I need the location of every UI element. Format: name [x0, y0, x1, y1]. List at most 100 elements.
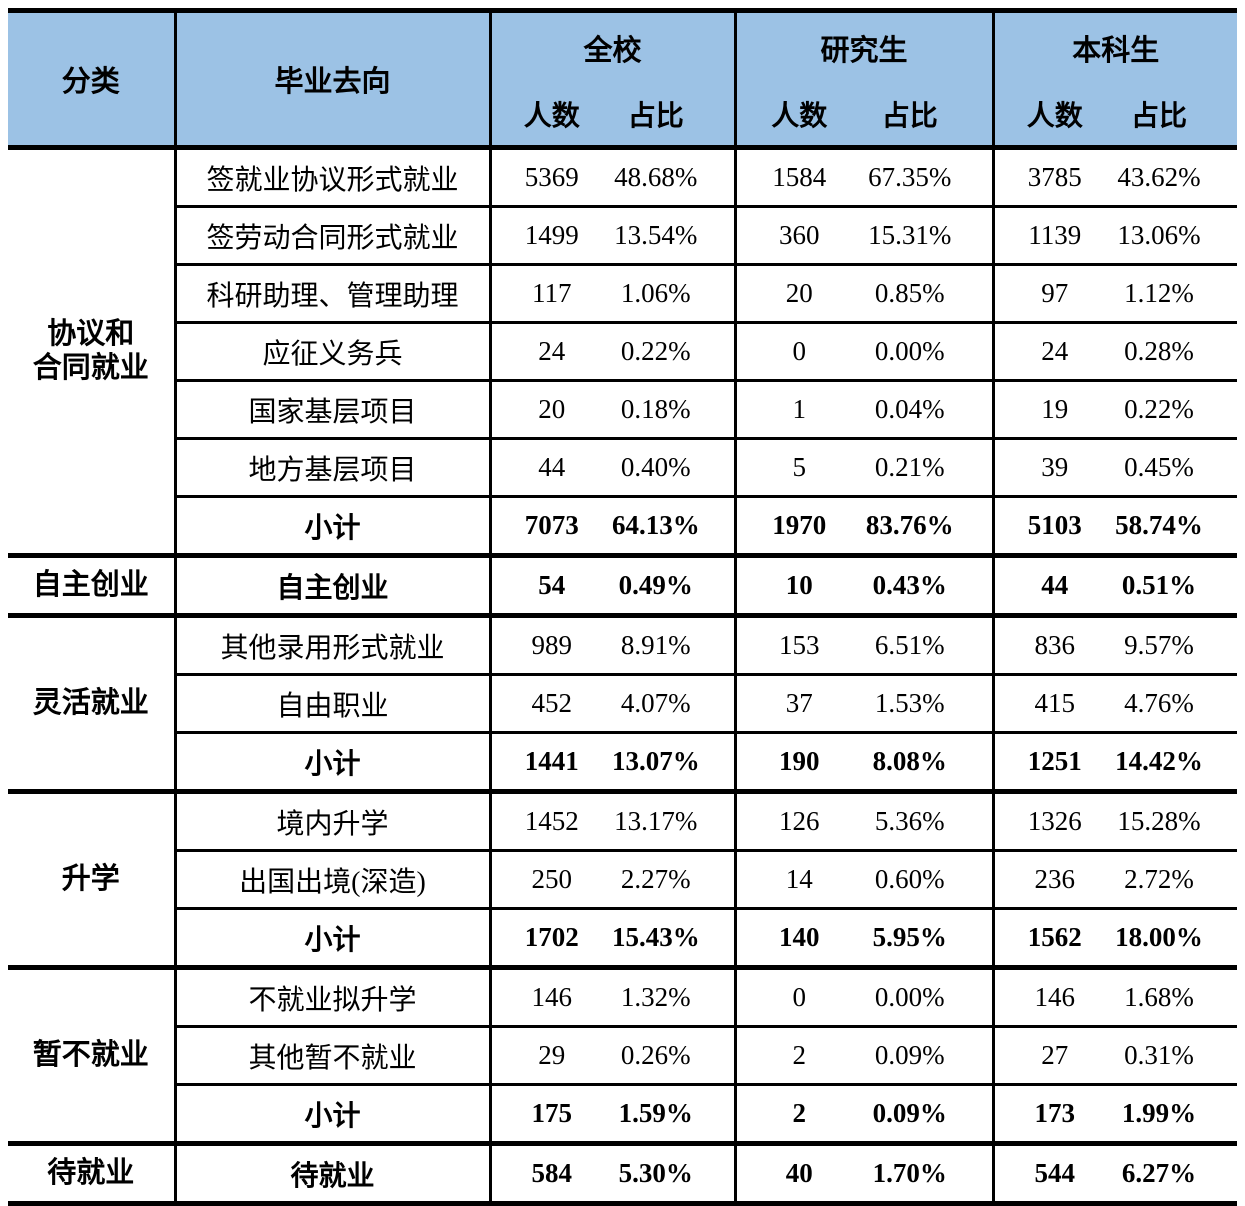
ratio-cell: 1.32%: [612, 967, 736, 1028]
count-cell: 1970: [733, 496, 863, 558]
table-row: 待就业 待就业 584 5.30% 40 1.70% 544 6.27%: [8, 1143, 1238, 1206]
ratio-cell: 5.36%: [862, 791, 994, 852]
table-row: 灵活就业 其他录用形式就业 989 8.91% 153 6.51% 836 9.57%: [8, 615, 1238, 794]
table-row: 小计 175 1.59% 2 0.09% 173 1.99%: [8, 1084, 1238, 1146]
destination-cell: 出国出境(深造): [173, 850, 490, 910]
ratio-cell: 0.09%: [862, 1084, 994, 1146]
destination-cell: 待就业: [173, 1143, 490, 1206]
destination-cell: 国家基层项目: [173, 380, 490, 440]
count-cell: 360: [733, 206, 863, 266]
count-cell: 14: [733, 850, 863, 910]
ratio-cell: 2.72%: [1115, 850, 1238, 910]
ratio-cell: 15.43%: [612, 908, 736, 970]
ratio-cell: 67.35%: [862, 147, 994, 208]
count-cell: 7073: [488, 496, 612, 558]
destination-cell: 小计: [173, 908, 490, 970]
ratio-cell: 13.07%: [612, 732, 736, 794]
count-cell: 175: [488, 1084, 612, 1146]
table-row: 小计 1702 15.43% 140 5.95% 1562 18.00%: [8, 908, 1238, 970]
count-cell: 97: [991, 264, 1116, 324]
destination-cell: 小计: [173, 732, 490, 794]
ratio-cell: 13.17%: [612, 791, 736, 852]
ratio-cell: 83.76%: [862, 496, 994, 558]
ratio-cell: 13.06%: [1115, 206, 1238, 266]
table-row: 签劳动合同形式就业 1499 13.54% 360 15.31% 1139 13.06%: [8, 206, 1238, 266]
destination-cell: 自主创业: [173, 555, 490, 618]
count-cell: 1139: [991, 206, 1116, 266]
count-cell: 44: [991, 555, 1116, 618]
ratio-cell: 0.28%: [1115, 322, 1238, 382]
destination-cell: 小计: [173, 1084, 490, 1146]
count-cell: 126: [733, 791, 863, 852]
count-cell: 54: [488, 555, 612, 618]
ratio-cell: 0.26%: [612, 1026, 736, 1086]
table-header: 分类 毕业去向 全校 研究生 本科生 人数 占比 人数 占比 人数 占比: [8, 10, 1238, 150]
ratio-cell: 15.28%: [1115, 791, 1238, 852]
destination-cell: 签劳动合同形式就业: [173, 206, 490, 266]
category-cell: 待就业: [8, 1143, 175, 1206]
count-cell: 2: [733, 1026, 863, 1086]
destination-cell: 其他暂不就业: [173, 1026, 490, 1086]
table-row: 自主创业 自主创业 54 0.49% 10 0.43% 44 0.51%: [8, 555, 1238, 618]
destination-cell: 地方基层项目: [173, 438, 490, 498]
header-row-measures: 人数 占比 人数 占比 人数 占比: [8, 83, 1238, 150]
count-cell: 24: [488, 322, 612, 382]
header-graduate-count: 人数: [733, 83, 863, 150]
header-row-groups: 分类 毕业去向 全校 研究生 本科生: [8, 10, 1238, 150]
ratio-cell: 4.76%: [1115, 674, 1238, 734]
table-row: 升学 境内升学 1452 13.17% 126 5.36% 1326 15.28%: [8, 791, 1238, 970]
ratio-cell: 4.07%: [612, 674, 736, 734]
ratio-cell: 9.57%: [1115, 615, 1238, 676]
ratio-cell: 2.27%: [612, 850, 736, 910]
ratio-cell: 15.31%: [862, 206, 994, 266]
count-cell: 0: [733, 322, 863, 382]
count-cell: 173: [991, 1084, 1116, 1146]
count-cell: 1499: [488, 206, 612, 266]
ratio-cell: 64.13%: [612, 496, 736, 558]
destination-cell: 签就业协议形式就业: [173, 147, 490, 208]
count-cell: 39: [991, 438, 1116, 498]
count-cell: 584: [488, 1143, 612, 1206]
category-cell: 灵活就业: [8, 615, 175, 794]
category-cell: 暂不就业: [8, 967, 175, 1146]
count-cell: 250: [488, 850, 612, 910]
count-cell: 146: [991, 967, 1116, 1028]
ratio-cell: 0.49%: [612, 555, 736, 618]
count-cell: 24: [991, 322, 1116, 382]
ratio-cell: 0.00%: [862, 322, 994, 382]
ratio-cell: 0.31%: [1115, 1026, 1238, 1086]
ratio-cell: 1.53%: [862, 674, 994, 734]
category-cell: 协议和 合同就业: [8, 147, 175, 558]
count-cell: 1251: [991, 732, 1116, 794]
count-cell: 19: [991, 380, 1116, 440]
ratio-cell: 58.74%: [1115, 496, 1238, 558]
ratio-cell: 0.45%: [1115, 438, 1238, 498]
count-cell: 1584: [733, 147, 863, 208]
ratio-cell: 43.62%: [1115, 147, 1238, 208]
count-cell: 1441: [488, 732, 612, 794]
count-cell: 1326: [991, 791, 1116, 852]
count-cell: 153: [733, 615, 863, 676]
ratio-cell: 1.68%: [1115, 967, 1238, 1028]
count-cell: 1: [733, 380, 863, 440]
ratio-cell: 18.00%: [1115, 908, 1238, 970]
ratio-cell: 0.00%: [862, 967, 994, 1028]
header-category: 分类: [8, 10, 175, 150]
header-destination: 毕业去向: [173, 10, 490, 150]
ratio-cell: 1.99%: [1115, 1084, 1238, 1146]
table-row: 应征义务兵 24 0.22% 0 0.00% 24 0.28%: [8, 322, 1238, 382]
count-cell: 836: [991, 615, 1116, 676]
ratio-cell: 0.18%: [612, 380, 736, 440]
count-cell: 37: [733, 674, 863, 734]
ratio-cell: 0.04%: [862, 380, 994, 440]
ratio-cell: 0.09%: [862, 1026, 994, 1086]
document-page: 分类 毕业去向 全校 研究生 本科生 人数 占比 人数 占比 人数 占比 协议和…: [8, 8, 1238, 1206]
count-cell: 5103: [991, 496, 1116, 558]
ratio-cell: 48.68%: [612, 147, 736, 208]
destination-cell: 科研助理、管理助理: [173, 264, 490, 324]
count-cell: 5: [733, 438, 863, 498]
count-cell: 20: [488, 380, 612, 440]
table-row: 协议和 合同就业 签就业协议形式就业 5369 48.68% 1584 67.35% 378…: [8, 147, 1238, 558]
count-cell: 27: [991, 1026, 1116, 1086]
employment-destination-table: 分类 毕业去向 全校 研究生 本科生 人数 占比 人数 占比 人数 占比 协议和…: [8, 8, 1238, 1206]
